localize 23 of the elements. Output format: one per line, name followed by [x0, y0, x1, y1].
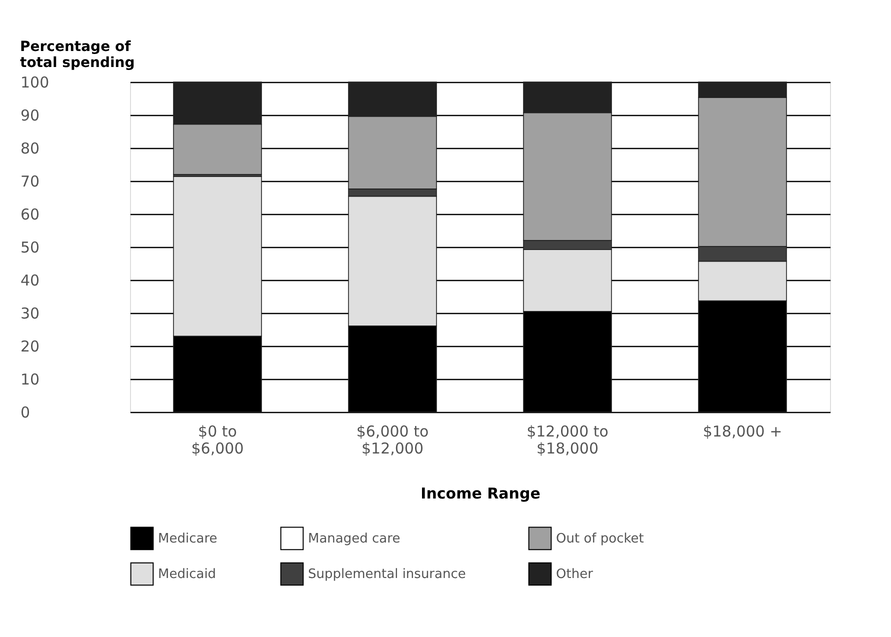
y-tick-label: 0 [20, 404, 30, 422]
y-tick-label: 70 [20, 172, 40, 190]
legend-label: Medicare [158, 531, 218, 546]
x-tick-label: $6,000 to $12,000 [356, 422, 429, 458]
y-tick-label: 10 [20, 370, 40, 388]
legend-label: Managed care [308, 531, 400, 546]
x-tick-label: $12,000 to $18,000 [526, 422, 608, 458]
x-axis-title: Income Range [420, 484, 540, 502]
y-tick-label: 90 [20, 106, 40, 124]
y-tick-label: 100 [20, 74, 50, 92]
legend-label: Supplemental insurance [308, 567, 466, 582]
y-tick-label: 80 [20, 140, 40, 158]
legend-label: Medicaid [158, 567, 216, 582]
x-tick-label: $0 to $6,000 [191, 422, 244, 458]
legend-label: Other [556, 567, 594, 582]
y-tick-label: 60 [20, 206, 40, 224]
y-tick-label: 30 [20, 304, 40, 322]
y-tick-label: 50 [20, 238, 40, 256]
y-tick-label: 20 [20, 338, 40, 356]
y-tick-label: 40 [20, 272, 40, 290]
legend-label: Out of pocket [556, 531, 644, 546]
y-axis-title: Percentage of total spending [20, 39, 135, 71]
x-tick-label: $18,000 + [702, 422, 782, 440]
